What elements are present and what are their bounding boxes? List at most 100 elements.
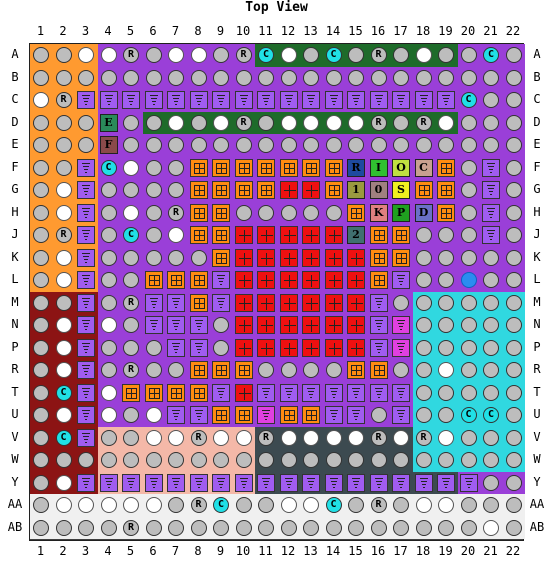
grey-ball bbox=[145, 249, 162, 266]
power-grid-icon bbox=[216, 185, 227, 196]
ground-icon bbox=[374, 342, 383, 353]
ball-label: R bbox=[420, 431, 427, 443]
grey-ball bbox=[55, 114, 72, 131]
grey-ball bbox=[460, 452, 477, 468]
cross-icon bbox=[283, 185, 296, 197]
grey-ball bbox=[258, 452, 274, 468]
pin-J7 bbox=[165, 224, 187, 246]
pin-B11 bbox=[255, 67, 277, 89]
grey-ball bbox=[33, 497, 49, 513]
ground-pad bbox=[302, 473, 320, 492]
ground-icon bbox=[329, 410, 338, 420]
pin-Y16 bbox=[368, 472, 390, 494]
pin-N17 bbox=[390, 314, 412, 336]
ball-label: R bbox=[262, 431, 270, 443]
pin-N18 bbox=[413, 314, 435, 336]
grey-ball bbox=[33, 204, 49, 221]
power-grid-icon bbox=[441, 207, 452, 219]
row-label-B: B bbox=[533, 69, 541, 84]
pin-L3 bbox=[75, 269, 97, 291]
ball-label: C bbox=[465, 409, 472, 420]
cross-icon bbox=[351, 342, 363, 355]
ball-label: C bbox=[487, 49, 495, 60]
grey-ball bbox=[348, 137, 364, 153]
power-grid-icon bbox=[283, 162, 295, 174]
column-label-5: 5 bbox=[126, 544, 135, 558]
pin-G11 bbox=[255, 179, 277, 201]
pin-U14 bbox=[323, 404, 345, 426]
row-label-P: P bbox=[533, 339, 541, 354]
pin-P6 bbox=[143, 337, 165, 359]
magenta-ball: R bbox=[370, 47, 387, 63]
pin-R9 bbox=[210, 359, 232, 381]
grey-ball bbox=[438, 452, 454, 468]
grey-ball bbox=[168, 362, 184, 378]
pin-V8: R bbox=[188, 427, 210, 449]
pin-C11 bbox=[255, 89, 277, 111]
ball-label: C bbox=[127, 229, 135, 240]
white-ball bbox=[348, 114, 364, 131]
power-pad bbox=[212, 226, 230, 244]
pin-L18 bbox=[413, 269, 435, 291]
pin-J16 bbox=[368, 224, 390, 246]
pin-N10 bbox=[233, 314, 255, 336]
cross-icon bbox=[261, 297, 273, 310]
grey-ball bbox=[100, 339, 117, 356]
grey-ball bbox=[303, 204, 319, 221]
pin-A5: R bbox=[120, 44, 142, 66]
grey-ball bbox=[55, 69, 72, 86]
pin-D3 bbox=[75, 112, 97, 134]
pin-J14 bbox=[323, 224, 345, 246]
pin-W22 bbox=[503, 449, 525, 471]
grey-ball bbox=[100, 272, 117, 288]
power-pad bbox=[212, 361, 230, 379]
ground-pad bbox=[302, 383, 320, 402]
grey-ball bbox=[145, 47, 162, 63]
ground-icon bbox=[104, 95, 113, 105]
pin-C5 bbox=[120, 89, 142, 111]
cross-icon bbox=[238, 297, 251, 310]
white-ball bbox=[55, 204, 72, 221]
pin-G21 bbox=[480, 179, 502, 201]
grey-ball bbox=[460, 137, 477, 153]
magenta-ball: R bbox=[123, 294, 139, 311]
pin-K11 bbox=[255, 247, 277, 269]
power-pad bbox=[189, 271, 208, 289]
power-grid-icon bbox=[193, 185, 205, 196]
pin-P11 bbox=[255, 337, 277, 359]
special-pin-label: 1 bbox=[347, 181, 365, 199]
ground-icon bbox=[307, 95, 315, 105]
pin-A20 bbox=[458, 44, 480, 66]
power-pad bbox=[369, 226, 388, 244]
pin-V20 bbox=[458, 427, 480, 449]
power-pad bbox=[189, 158, 208, 177]
grey-ball bbox=[438, 339, 454, 356]
io-power-pad bbox=[392, 338, 410, 357]
power-grid-icon bbox=[441, 185, 452, 196]
white-ball bbox=[55, 497, 72, 513]
pin-B5 bbox=[120, 67, 142, 89]
pin-T7 bbox=[165, 382, 187, 404]
power-pad bbox=[189, 203, 208, 222]
pin-C18 bbox=[413, 89, 435, 111]
ball-label: R bbox=[240, 49, 247, 60]
pin-B12 bbox=[278, 67, 300, 89]
pin-C1 bbox=[30, 89, 52, 111]
grey-ball bbox=[483, 497, 499, 513]
pin-H18: D bbox=[413, 202, 435, 224]
ground-icon bbox=[262, 477, 270, 488]
core-power-pad bbox=[234, 293, 253, 312]
pin-G5 bbox=[120, 179, 142, 201]
pin-Y2 bbox=[53, 472, 75, 494]
ground-pad bbox=[347, 383, 365, 402]
column-label-22: 22 bbox=[505, 544, 521, 558]
power-grid-icon bbox=[351, 207, 362, 219]
ball-label: C bbox=[330, 49, 337, 60]
power-grid-icon bbox=[216, 207, 227, 219]
pin-Y19 bbox=[435, 472, 457, 494]
pin-N4 bbox=[98, 314, 120, 336]
grey-ball bbox=[460, 47, 477, 63]
grey-ball bbox=[393, 69, 409, 86]
pin-G20 bbox=[458, 179, 480, 201]
pin-J22 bbox=[503, 224, 525, 246]
